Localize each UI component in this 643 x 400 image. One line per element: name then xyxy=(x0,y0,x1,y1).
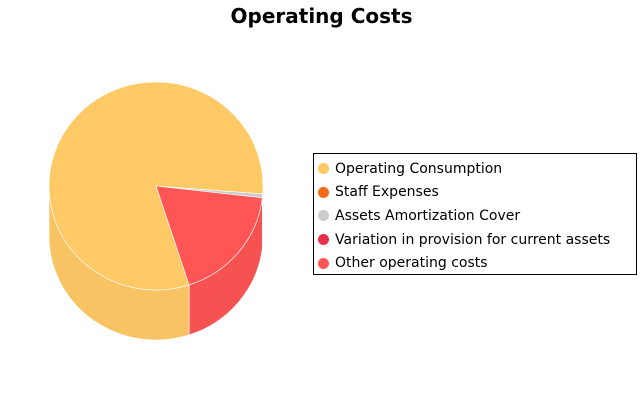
legend-swatch xyxy=(318,186,329,198)
legend: Operating Consumption Staff Expenses Asset… xyxy=(313,153,637,275)
chart-title: Operating Costs xyxy=(230,4,413,28)
pie-slices xyxy=(48,81,264,341)
legend-swatch xyxy=(318,234,329,246)
legend-item: Other operating costs xyxy=(318,251,636,275)
legend-item: Staff Expenses xyxy=(318,181,636,205)
legend-swatch xyxy=(318,163,329,175)
legend-item: Assets Amortization Cover xyxy=(318,204,636,228)
legend-swatch xyxy=(318,210,329,222)
legend-label: Variation in provision for current asset… xyxy=(335,231,611,248)
legend-label: Other operating costs xyxy=(335,255,488,272)
pie-slice-other-operating-costs xyxy=(155,185,263,286)
legend-label: Assets Amortization Cover xyxy=(335,207,521,224)
legend-label: Operating Consumption xyxy=(335,160,503,177)
legend-label: Staff Expenses xyxy=(335,184,439,201)
legend-item: Variation in provision for current asset… xyxy=(318,228,636,252)
legend-swatch xyxy=(318,257,329,269)
legend-item: Operating Consumption xyxy=(318,157,636,181)
pie-slice-operating-consumption xyxy=(48,81,264,291)
